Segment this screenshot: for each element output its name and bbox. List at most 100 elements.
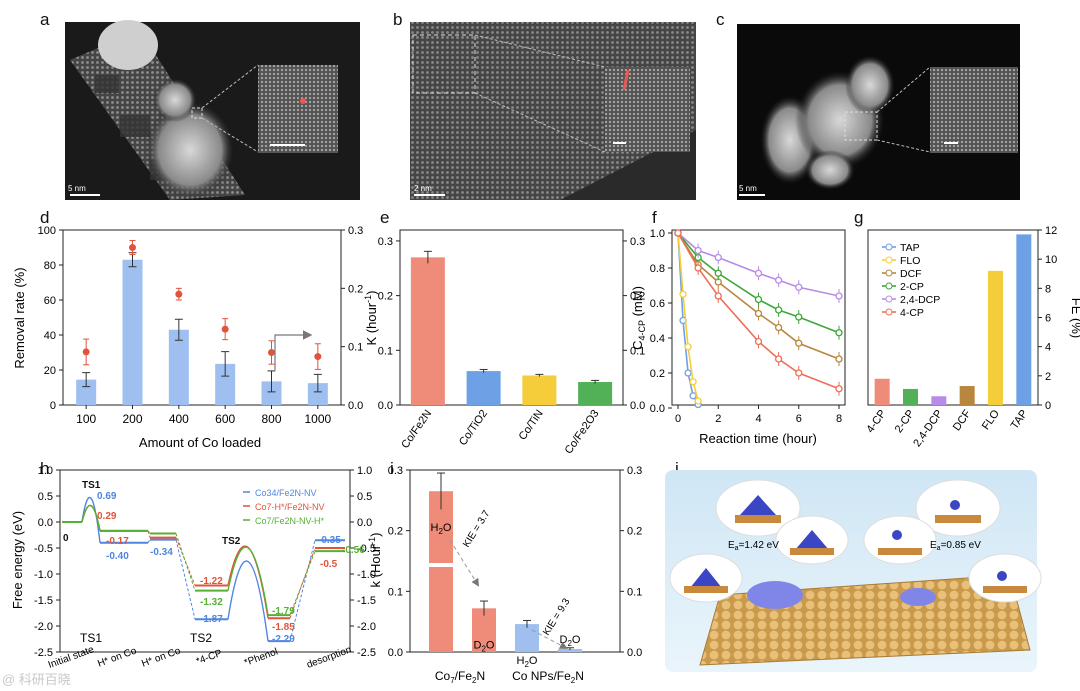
h-connector [289, 547, 316, 619]
legend-label: Co34/Fe2N-NV [255, 488, 317, 498]
d-point [314, 353, 322, 361]
h-connector [147, 539, 151, 544]
g-bar [874, 378, 890, 405]
f-x-label: Reaction time (hour) [699, 431, 817, 446]
d-point [221, 325, 229, 333]
h-annotation: -1.22 [200, 576, 223, 587]
e-xtick-label: Co/TiN [517, 408, 546, 443]
i-ytick-label: 0.1 [388, 586, 403, 598]
d-ytick-label: 60 [44, 295, 56, 307]
e-xtick-label: Co/Fe2O3 [563, 408, 602, 456]
d-bar [215, 363, 236, 405]
d-bar [307, 383, 328, 405]
h-xtick-label: *4-CP [195, 648, 224, 668]
f-point [689, 392, 697, 400]
f-point [835, 385, 843, 393]
e-y2tick-label: 0.2 [630, 291, 645, 303]
g-ytick-label: 6 [1045, 313, 1051, 325]
h-annotation: 0.29 [97, 511, 117, 522]
e-y2tick-label: 0.1 [630, 345, 645, 357]
d-xtick-label: 100 [76, 412, 96, 426]
d-ytick-label: 0 [50, 400, 56, 412]
f-point [835, 292, 843, 300]
e-ytick-label: 0.0 [378, 400, 393, 412]
h-ytick-label: 0.0 [38, 517, 53, 529]
f-xtick-label: 4 [755, 413, 761, 425]
f-point [774, 323, 783, 332]
d-y2tick-label: 0.3 [348, 225, 363, 237]
g-bar [903, 388, 918, 405]
f-point [714, 253, 722, 262]
panel-letter-j: j [674, 459, 679, 478]
f-point [684, 369, 692, 377]
i-cat-2: Co NPs/Fe2N [512, 669, 584, 685]
i-y2tick-label: 0.3 [627, 465, 642, 477]
chart-e: 0.0 0.0 0.1 0.1 0.2 0.2 0.3 0.3 Co/Fe2N Co/TiO2 Co… [363, 229, 645, 456]
h-y2tick-label: 0.0 [357, 517, 372, 529]
legend-label: FLO [900, 255, 920, 267]
h-annotation: TS1 [82, 480, 101, 491]
h-connector [175, 537, 196, 586]
h-annotation: -1.79 [272, 606, 295, 617]
g-xtick-label: 2-CP [893, 408, 917, 435]
legend-label: 2-CP [900, 281, 924, 293]
d-xtick-label: 200 [122, 412, 142, 426]
e-xtick-label: Co/Fe2N [399, 408, 434, 451]
i-ytick-label: 0.0 [388, 647, 403, 659]
panel-letter-a: a [40, 10, 50, 29]
h-annotation: -0.5 [320, 559, 338, 570]
chart-f: 0.00.20.40.60.81.00 2 4 6 8TAPFLODCF2-CP2,4-… [630, 228, 940, 446]
panel-letter-f: f [652, 208, 657, 227]
i-kie-arrow [449, 539, 480, 587]
h-xtick-label: H* on Co [140, 645, 182, 669]
i-ytick-label: 0.2 [388, 526, 403, 538]
g-ytick-label: 2 [1045, 371, 1051, 383]
e-ytick-label: 0.2 [378, 291, 393, 303]
f-point [754, 269, 763, 277]
h-y2tick-label: -2.0 [357, 621, 376, 633]
legend-label: Co7/Fe2N-NV-H* [255, 516, 325, 526]
f-xtick-label: 0 [675, 413, 681, 425]
watermark: @ 科研百晓 [2, 672, 71, 687]
f-point [835, 329, 843, 337]
e-y2tick-label: 0.0 [630, 400, 645, 412]
d-y2tick-label: 0.1 [348, 342, 363, 354]
f-point [679, 290, 687, 298]
g-bar [988, 270, 1003, 405]
h-y2tick-label: -1.0 [357, 569, 376, 581]
legend-marker [885, 282, 893, 290]
legend-marker [885, 308, 893, 316]
legend-marker [885, 243, 893, 251]
f-ytick-label: 0.8 [650, 263, 665, 275]
chart-d: 0 20 40 60 80 100 0.0 0.1 0.2 0.3 100 200 400 600 800 1… [12, 225, 363, 450]
h-annotation: -0.56 [342, 545, 365, 556]
legend-label: TAP [900, 242, 920, 254]
panel-letter-g: g [854, 208, 863, 227]
f-point [754, 295, 763, 304]
f-ytick-label: 0.4 [650, 333, 665, 345]
h-ytick-label: -1.0 [34, 569, 53, 581]
h-ytick-label: -2.5 [34, 647, 53, 659]
d-xtick-label: 400 [169, 412, 189, 426]
micrograph-c: 5 nm [737, 24, 1020, 200]
e-y-label: K (hour-1) [363, 291, 379, 346]
panel-letter-d: d [40, 208, 49, 227]
i-y-label: k (Hour-1) [367, 533, 383, 588]
h-annotation: -1.32 [200, 597, 223, 608]
e-y2tick-label: 0.3 [630, 236, 645, 248]
f-point [835, 355, 843, 363]
g-bar [931, 396, 947, 405]
f-ytick-label: 1.0 [650, 228, 665, 240]
d-ytick-label: 20 [44, 365, 56, 377]
f-xtick-label: 6 [796, 413, 802, 425]
legend-label: Co7-H*/Fe2N-NV [255, 502, 325, 512]
f-point [689, 378, 697, 386]
e-bar [578, 382, 613, 405]
i-y2tick-label: 0.1 [627, 586, 642, 598]
i-bar [515, 624, 539, 652]
d-point [82, 348, 90, 356]
i-bar-label: D2O [474, 639, 495, 653]
f-ytick-label: 0.0 [650, 403, 665, 415]
panel-letters: a b c d e f g h i j [40, 10, 863, 478]
g-xtick-label: 2,4-DCP [911, 408, 945, 449]
